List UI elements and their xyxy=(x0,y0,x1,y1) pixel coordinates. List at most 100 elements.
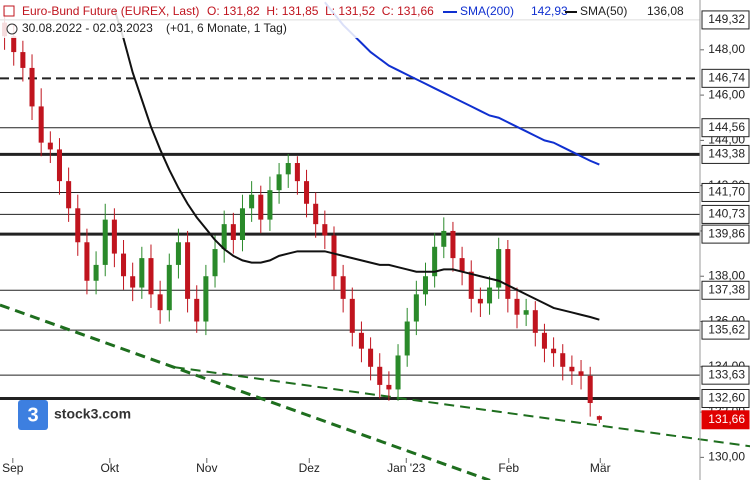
level-label-box xyxy=(701,118,750,138)
candle-body xyxy=(148,258,154,295)
candle-body xyxy=(569,366,575,372)
candle-body xyxy=(84,242,90,281)
candle-body xyxy=(38,106,44,143)
x-tick-label: Nov xyxy=(196,461,217,475)
x-tick-label: Feb xyxy=(498,461,519,475)
candle-body xyxy=(450,230,456,259)
sma-line xyxy=(324,1,600,166)
level-label: 143,38 xyxy=(708,147,745,161)
candle-body xyxy=(377,366,383,385)
candle-body xyxy=(487,287,493,304)
y-tick-label: 138,00 xyxy=(708,268,745,282)
candle-body xyxy=(432,246,438,277)
candle-body xyxy=(157,294,163,311)
candle-body xyxy=(221,224,227,250)
candle-body xyxy=(477,298,483,304)
candle-body xyxy=(102,219,108,265)
level-label: 132,60 xyxy=(708,391,745,405)
ohlc-label: O: 131,82 H: 131,85 L: 131,52 C: 131,66 xyxy=(207,4,434,18)
candle-body xyxy=(459,258,465,272)
candle-body xyxy=(294,163,300,182)
sma-line xyxy=(113,8,600,321)
level-label-box xyxy=(701,280,750,300)
x-tick-label: Dez xyxy=(299,461,320,475)
trend-line xyxy=(174,366,750,448)
candle-body xyxy=(66,181,72,209)
x-tick-label: Jan '23 xyxy=(387,461,426,475)
candle-body xyxy=(468,271,474,299)
x-tick-label: Okt xyxy=(100,461,119,475)
candle-body xyxy=(267,190,273,220)
candle-body xyxy=(413,294,419,322)
candle-body xyxy=(276,174,282,191)
candle-body xyxy=(212,249,218,277)
chart-title: Euro-Bund Future (EUREX, Last) xyxy=(22,4,199,18)
y-tick-label: 148,00 xyxy=(708,42,745,56)
candle-body xyxy=(441,230,447,247)
candle-body xyxy=(349,298,355,333)
x-tick-label: Sep xyxy=(2,461,24,475)
candle-body xyxy=(47,142,53,150)
candle-body xyxy=(560,353,566,367)
candle-body xyxy=(358,332,364,349)
level-label: 144,56 xyxy=(708,120,745,134)
level-label-box xyxy=(701,224,750,244)
candle-body xyxy=(596,416,602,420)
candle-body xyxy=(75,208,81,243)
trend-line xyxy=(0,303,491,480)
candle-body xyxy=(166,264,172,311)
logo-icon xyxy=(18,400,48,430)
level-label: 146,74 xyxy=(708,71,745,85)
candle-body xyxy=(139,258,145,288)
y-tick-label: 130,00 xyxy=(708,450,745,464)
candle-body xyxy=(121,253,127,277)
candle-body xyxy=(56,149,62,182)
candle-body xyxy=(203,276,209,322)
level-label-box xyxy=(701,365,750,385)
candle-body xyxy=(194,298,200,322)
candle-body xyxy=(368,348,374,367)
x-tick-label: Mär xyxy=(590,461,611,475)
legend-value: 136,08 xyxy=(647,4,684,18)
level-label-box xyxy=(701,144,750,164)
candle-body xyxy=(541,332,547,349)
level-label-box xyxy=(701,182,750,202)
candle-body xyxy=(404,321,410,356)
level-label: 141,70 xyxy=(708,185,745,199)
logo-text: stock3.com xyxy=(54,406,131,422)
candle-body xyxy=(551,348,557,354)
level-label-box xyxy=(701,320,750,340)
candle-body xyxy=(249,194,255,209)
candle-body xyxy=(587,375,593,404)
candle-body xyxy=(11,36,17,53)
level-label: 131,66 xyxy=(708,412,745,426)
overlay: Euro-Bund Future (EUREX, Last) O: 131,82… xyxy=(3,4,685,430)
candle-body xyxy=(331,235,337,277)
candle-body xyxy=(304,181,310,204)
y-tick-label: 146,00 xyxy=(708,87,745,101)
candle-body xyxy=(185,242,191,299)
level-label-box xyxy=(701,68,750,88)
candle-body xyxy=(386,384,392,390)
candle-body xyxy=(313,203,319,225)
candle-body xyxy=(111,219,117,254)
candle-body xyxy=(20,52,26,68)
candle-body xyxy=(93,264,99,281)
candle-body xyxy=(505,249,511,299)
legend-value: 142,93 xyxy=(531,4,568,18)
candle-body xyxy=(514,298,520,315)
logo-icon-text: 3 xyxy=(27,404,38,426)
candle-body xyxy=(258,194,264,220)
level-label: 149,32 xyxy=(708,12,745,26)
level-label-box xyxy=(701,388,750,408)
level-label: 140,73 xyxy=(708,207,745,221)
candle-body xyxy=(239,208,245,240)
candle-body xyxy=(532,310,538,333)
level-label-box xyxy=(701,204,750,224)
level-label: 137,38 xyxy=(708,282,745,296)
level-label: 135,62 xyxy=(708,322,745,336)
candle-body xyxy=(29,67,35,107)
level-label-box xyxy=(701,410,750,430)
